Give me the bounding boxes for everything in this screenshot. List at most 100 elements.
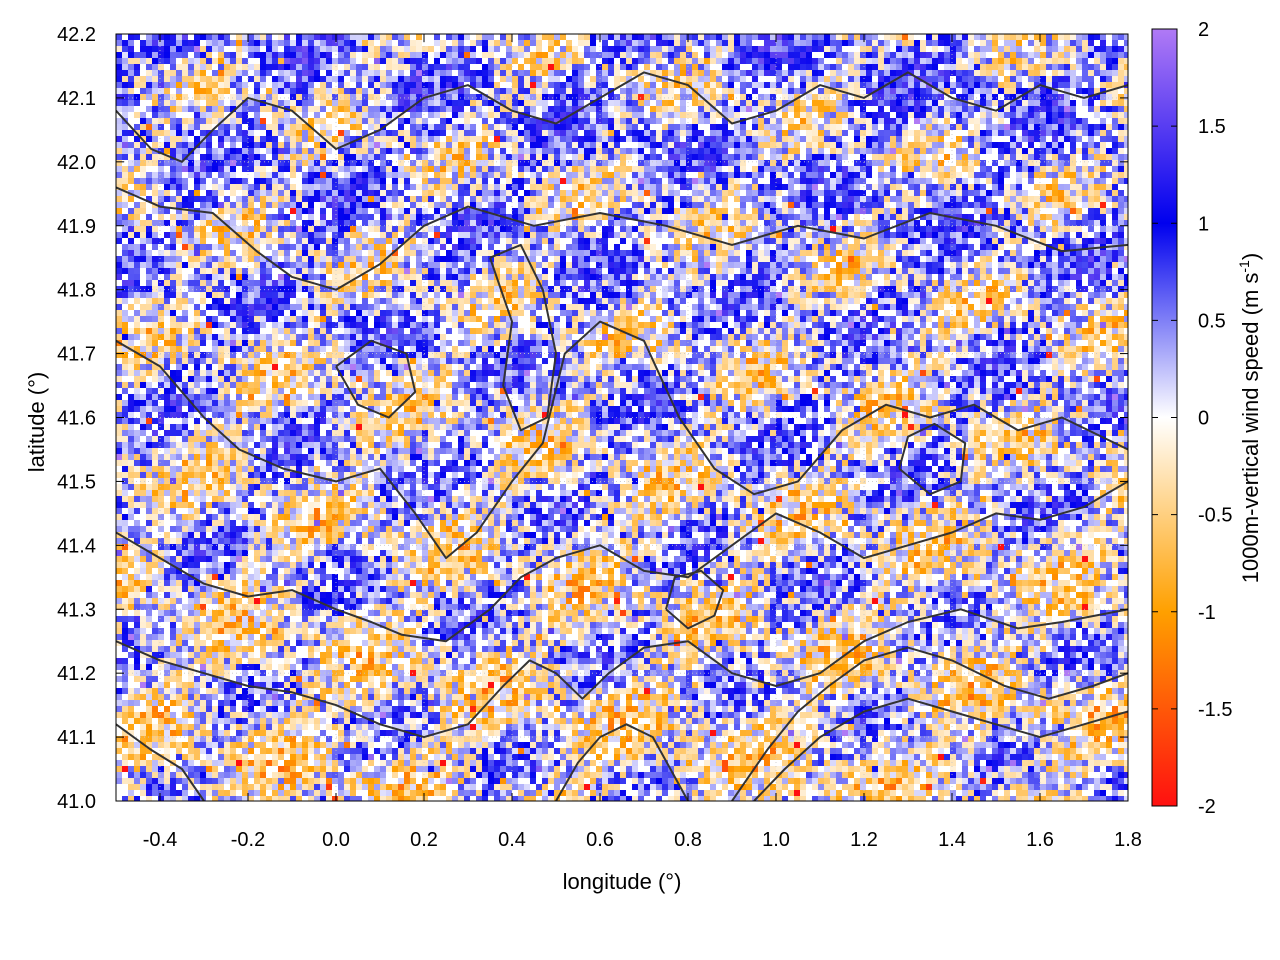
heatmap-cell <box>950 202 956 208</box>
heatmap-cell <box>1004 106 1010 112</box>
heatmap-cell <box>452 184 458 190</box>
heatmap-cell <box>650 58 656 64</box>
heatmap-cell <box>866 40 872 46</box>
heatmap-cell <box>416 58 422 64</box>
heatmap-cell <box>566 106 572 112</box>
heatmap-cell <box>812 124 818 130</box>
heatmap-cell <box>716 226 722 232</box>
heatmap-cell <box>560 190 566 196</box>
heatmap-cell <box>374 226 380 232</box>
heatmap-cell <box>248 130 254 136</box>
heatmap-cell <box>938 106 944 112</box>
heatmap-cell <box>620 52 626 58</box>
heatmap-cell <box>926 136 932 142</box>
heatmap-cell <box>974 142 980 148</box>
heatmap-cell <box>320 76 326 82</box>
heatmap-cell <box>296 130 302 136</box>
heatmap-cell <box>1124 202 1128 208</box>
heatmap-cell <box>446 136 452 142</box>
heatmap-cell <box>158 154 164 160</box>
heatmap-cell <box>788 232 794 238</box>
heatmap-cell <box>668 130 674 136</box>
heatmap-cell <box>656 118 662 124</box>
heatmap-cell <box>530 34 536 40</box>
heatmap-cell <box>938 124 944 130</box>
heatmap-cell <box>908 202 914 208</box>
heatmap-cell <box>416 148 422 154</box>
heatmap-cell <box>398 154 404 160</box>
heatmap-cell <box>1100 130 1106 136</box>
heatmap-cell <box>884 70 890 76</box>
heatmap-cell <box>596 190 602 196</box>
heatmap-cell <box>434 172 440 178</box>
heatmap-cell <box>182 106 188 112</box>
heatmap-cell <box>584 214 590 220</box>
heatmap-cell <box>872 46 878 52</box>
heatmap-cell <box>518 214 524 220</box>
heatmap-cell <box>998 70 1004 76</box>
heatmap-cell <box>716 232 722 238</box>
heatmap-cell <box>452 202 458 208</box>
heatmap-cell <box>914 58 920 64</box>
heatmap-cell <box>368 118 374 124</box>
heatmap-cell <box>248 76 254 82</box>
heatmap-cell <box>320 226 326 232</box>
heatmap-cell <box>308 160 314 166</box>
heatmap-cell <box>974 184 980 190</box>
heatmap-cell <box>758 64 764 70</box>
heatmap-cell <box>902 202 908 208</box>
heatmap-cell <box>476 160 482 166</box>
heatmap-cell <box>524 202 530 208</box>
heatmap-cell <box>662 100 668 106</box>
heatmap-cell <box>164 172 170 178</box>
heatmap-cell <box>638 142 644 148</box>
heatmap-cell <box>206 58 212 64</box>
heatmap-cell <box>416 40 422 46</box>
heatmap-cell <box>674 130 680 136</box>
heatmap-cell <box>290 88 296 94</box>
heatmap-cell <box>1040 100 1046 106</box>
heatmap-cell <box>1106 70 1112 76</box>
heatmap-cell <box>890 136 896 142</box>
heatmap-cell <box>434 202 440 208</box>
heatmap-cell <box>884 118 890 124</box>
heatmap-cell <box>704 106 710 112</box>
heatmap-cell <box>224 226 230 232</box>
heatmap-cell <box>458 34 464 40</box>
heatmap-cell <box>1076 220 1082 226</box>
heatmap-cell <box>1124 94 1128 100</box>
heatmap-cell <box>1106 94 1112 100</box>
heatmap-cell <box>236 58 242 64</box>
heatmap-cell <box>1082 88 1088 94</box>
heatmap-cell <box>506 40 512 46</box>
heatmap-cell <box>368 202 374 208</box>
heatmap-cell <box>476 76 482 82</box>
heatmap-cell <box>776 46 782 52</box>
heatmap-cell <box>134 136 140 142</box>
heatmap-cell <box>590 52 596 58</box>
heatmap-cell <box>302 196 308 202</box>
heatmap-cell <box>776 82 782 88</box>
heatmap-cell <box>962 226 968 232</box>
heatmap-cell <box>872 100 878 106</box>
heatmap-cell <box>176 196 182 202</box>
heatmap-cell <box>860 40 866 46</box>
heatmap-cell <box>236 112 242 118</box>
heatmap-cell <box>224 88 230 94</box>
heatmap-cell <box>530 154 536 160</box>
heatmap-cell <box>290 118 296 124</box>
heatmap-cell <box>992 178 998 184</box>
heatmap-cell <box>398 142 404 148</box>
heatmap-cell <box>392 232 398 238</box>
heatmap-cell <box>272 142 278 148</box>
heatmap-cell <box>566 202 572 208</box>
heatmap-cell <box>332 226 338 232</box>
heatmap-cell <box>380 40 386 46</box>
heatmap-cell <box>482 34 488 40</box>
heatmap-cell <box>608 214 614 220</box>
heatmap-cell <box>752 52 758 58</box>
heatmap-cell <box>596 166 602 172</box>
heatmap-cell <box>248 196 254 202</box>
heatmap-cell <box>554 94 560 100</box>
heatmap-cell <box>560 142 566 148</box>
